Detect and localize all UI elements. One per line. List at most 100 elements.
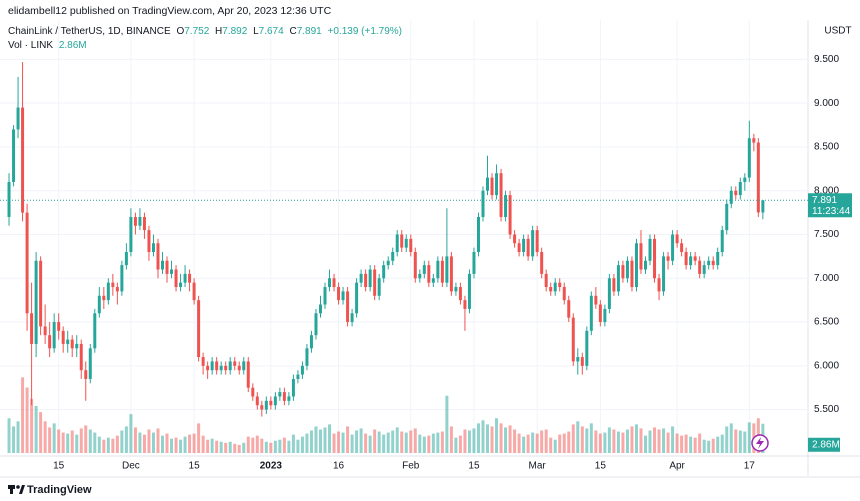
volume-bar <box>445 395 449 453</box>
candle-body <box>449 256 453 292</box>
candle-body <box>161 260 165 270</box>
volume-bar <box>513 429 517 453</box>
volume-bar <box>102 439 106 453</box>
candle-body <box>219 365 223 371</box>
candle-body <box>269 400 273 406</box>
volume-bar <box>598 433 602 453</box>
volume-bar <box>580 426 584 453</box>
candle-body <box>215 361 219 371</box>
volume-bar <box>355 430 359 453</box>
candle-body <box>544 273 548 288</box>
volume-bar <box>675 433 679 453</box>
volume-bar <box>404 432 408 453</box>
volume-bar <box>476 423 480 453</box>
candle-body <box>300 365 304 375</box>
candle-body <box>39 260 43 327</box>
volume-bar <box>693 437 697 453</box>
last-price-label: 7.891 <box>812 195 837 206</box>
volume-bar <box>269 442 273 453</box>
volume-bar <box>680 435 684 453</box>
symbol: ChainLink / TetherUS, 1D, BINANCE <box>8 26 171 37</box>
legend-key: O <box>176 26 185 37</box>
volume-bar <box>625 429 629 453</box>
x-tick-label: Dec <box>122 461 140 472</box>
volume-bar <box>7 418 11 453</box>
candle-body <box>589 295 593 331</box>
legend-key: H <box>215 26 223 37</box>
candle-body <box>513 234 517 244</box>
candle-body <box>662 256 666 292</box>
candle-body <box>359 273 363 283</box>
volume-bar <box>359 428 363 453</box>
legend-key: L <box>253 26 259 37</box>
candle-body <box>210 361 214 371</box>
y-tick-label: 9.000 <box>814 98 839 109</box>
volume-bar <box>702 439 706 453</box>
candle-body <box>625 260 629 279</box>
volume-bar <box>129 414 133 453</box>
volume-bar <box>219 441 223 453</box>
volume-label-box <box>808 437 840 452</box>
candle-body <box>287 396 291 401</box>
x-tick-label: 2023 <box>260 461 283 472</box>
candle-body <box>702 265 706 274</box>
candle-body <box>517 243 521 253</box>
candle-body <box>743 177 747 182</box>
volume-bar <box>684 434 688 453</box>
candle-body <box>314 313 318 336</box>
candle-body <box>499 173 503 217</box>
volume-bar <box>300 436 304 453</box>
candle-body <box>603 308 607 323</box>
y-tick-label: 7.000 <box>814 273 839 284</box>
volume-bar <box>210 438 214 453</box>
volume-bar <box>377 431 381 453</box>
last-price-box <box>808 193 852 218</box>
candle-body <box>7 181 11 217</box>
candle-body <box>495 173 499 196</box>
volume-bar <box>30 398 34 453</box>
volume-bar <box>413 428 417 453</box>
volume-bar <box>630 426 634 453</box>
candle-body <box>142 216 146 231</box>
candle-body <box>680 243 684 253</box>
candle-body <box>734 190 738 196</box>
volume-bar <box>183 436 187 453</box>
candle-body <box>553 282 557 292</box>
volume-bar <box>251 437 255 453</box>
candle-body <box>242 361 246 371</box>
candle-body <box>472 252 476 274</box>
candle-body <box>115 287 119 292</box>
volume-bar <box>495 418 499 453</box>
candle-body <box>174 269 178 288</box>
candle-body <box>201 357 205 366</box>
y-tick-label: 7.500 <box>814 229 839 240</box>
logo-part <box>19 485 25 494</box>
volume-bar <box>671 426 675 453</box>
volume-bar <box>400 431 404 453</box>
candle-body <box>93 313 97 349</box>
volume-bar <box>535 433 539 453</box>
candle-body <box>594 295 598 305</box>
candle-body <box>21 107 25 213</box>
volume-bar <box>264 441 268 453</box>
candle-body <box>612 278 616 292</box>
candle-body <box>106 282 110 301</box>
candle-body <box>364 273 368 288</box>
volume-bar <box>147 429 151 453</box>
volume-bar <box>549 437 553 453</box>
candle-body <box>761 200 765 213</box>
volume-bar <box>48 427 52 453</box>
y-tick-label: 6.500 <box>814 317 839 328</box>
candle-body <box>707 260 711 266</box>
candle-body <box>43 326 47 336</box>
candle-body <box>179 282 183 288</box>
legend-line: ChainLink / TetherUS, 1D, BINANCE O7.752… <box>8 26 405 37</box>
candle-body <box>747 138 751 178</box>
candle-body <box>147 230 151 253</box>
candle-body <box>255 396 259 406</box>
candle-body <box>436 260 440 279</box>
candle-body <box>598 304 602 323</box>
volume-bar <box>449 426 453 453</box>
candle-body <box>711 260 715 266</box>
